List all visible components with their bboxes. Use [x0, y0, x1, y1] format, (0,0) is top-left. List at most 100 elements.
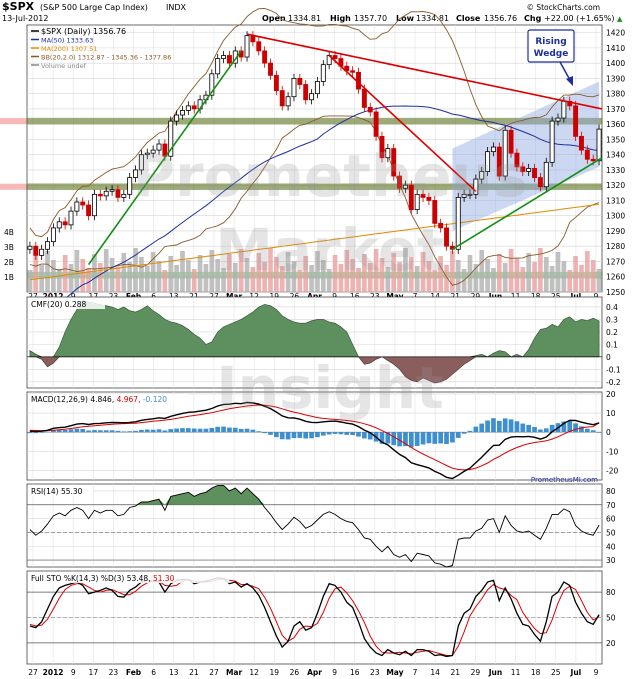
macd-histogram-bar [168, 429, 174, 433]
macd-histogram-bar [279, 432, 285, 440]
candle-body [385, 148, 391, 159]
volume-bar [180, 251, 185, 292]
cmf-tick-label: 0.3 [606, 315, 618, 324]
volume-bar [285, 252, 291, 292]
watermark-text: Prometheus [133, 142, 528, 210]
candle-body [491, 146, 496, 153]
volume-bar [420, 252, 426, 292]
price-x-tick-label: 9 [594, 292, 599, 301]
candle-body [532, 168, 537, 178]
candle-body [391, 148, 397, 177]
price-tick-label: 1300 [606, 212, 625, 221]
candle-body [584, 149, 590, 160]
cmf-tick-label: 0.1 [606, 340, 618, 349]
ma50-line [29, 105, 600, 319]
candle-body [291, 78, 297, 98]
sto-x-tick-label: 14 [430, 668, 440, 677]
volume-bar [45, 251, 50, 292]
volume-bar [350, 259, 355, 292]
candle-body [461, 193, 467, 198]
macd-histogram-bar [502, 418, 508, 433]
macd-histogram-bar [303, 432, 309, 439]
volume-bar [491, 268, 496, 292]
price-tick-label: 1370 [606, 105, 625, 114]
macd-histogram-bar [514, 421, 520, 433]
price-tick-label: 1280 [606, 242, 625, 251]
macd-histogram-bar [567, 421, 573, 433]
sto-x-tick-label: Mar [226, 668, 243, 677]
candle-body [467, 193, 473, 196]
volume-bar [450, 251, 455, 292]
macd-histogram-bar [332, 432, 338, 434]
sto-legend-value: 51.30 [153, 574, 175, 583]
macd-histogram-bar [590, 430, 596, 433]
watermark-text: Market [215, 216, 445, 284]
candle-body [121, 193, 127, 198]
macd-legend-value: 4.967, [117, 395, 143, 404]
candle-body [268, 62, 273, 76]
macd-histogram-bar [221, 426, 226, 433]
macd-histogram-bar [109, 430, 115, 433]
volume-bar [596, 269, 602, 292]
candle-body [256, 41, 262, 52]
volume-tick-label: 3B [4, 243, 14, 252]
candle-body [473, 178, 479, 195]
candle-body [508, 129, 514, 154]
macd-histogram-bar [596, 432, 602, 433]
macd-tick-label: -20 [606, 466, 618, 475]
volume-bar [121, 253, 127, 292]
price-legend: $SPX (Daily) 1356.76 [41, 27, 126, 36]
bb-lower-line [29, 115, 600, 286]
sto-x-tick-label: Jun [488, 668, 502, 677]
macd-histogram-bar [532, 427, 537, 433]
volume-bar [303, 256, 309, 292]
volume-bar [227, 254, 232, 292]
volume-bar [168, 256, 174, 292]
volume-tick-label: 2B [4, 258, 14, 267]
macd-histogram-bar [227, 427, 232, 433]
sto-x-tick-label: Feb [126, 668, 142, 677]
candle-body [273, 74, 279, 92]
macd-histogram-bar [285, 432, 291, 440]
candle-body [103, 190, 109, 197]
macd-histogram-bar [326, 432, 332, 435]
volume-bar [109, 258, 115, 292]
macd-histogram-bar [92, 430, 97, 433]
macd-tick-label: 0 [606, 428, 611, 437]
price-x-tick-label: 7 [413, 292, 418, 301]
macd-title: MACD(12,26,9) 4.846, 4.967, -0.120 [31, 395, 167, 404]
price-tick-label: 1380 [606, 90, 625, 99]
macd-histogram-bar [103, 430, 109, 433]
close-value: 1356.76 [484, 14, 517, 23]
candle-body [80, 201, 86, 206]
macd-legend-value: 4.846, [90, 395, 116, 404]
callout-arrow [559, 61, 571, 81]
macd-signal-line [29, 404, 600, 471]
macd-histogram-bar [250, 429, 256, 433]
macd-histogram-bar [51, 430, 56, 433]
macd-histogram-bar [485, 420, 490, 433]
macd-histogram-bar [432, 432, 438, 444]
price-x-tick-label: Apr [307, 292, 322, 301]
cmf-tick-label: 0.2 [606, 328, 618, 337]
candle-body [168, 120, 174, 157]
sto-x-tick-label: Apr [307, 668, 322, 677]
candle-body [33, 245, 39, 256]
price-x-tick-label: 21 [189, 292, 199, 301]
macd-histogram-bar [356, 432, 361, 437]
symbol-label: $SPX [2, 0, 35, 13]
volume-bar [279, 266, 285, 292]
candle-body [426, 197, 432, 201]
price-x-tick-label: 23 [370, 292, 380, 301]
candle-body [320, 64, 326, 82]
candle-body [567, 100, 573, 107]
macd-histogram-bar [467, 430, 473, 433]
sto-x-tick-label: Jul [570, 668, 582, 677]
volume-tick-label: 4B [4, 228, 14, 237]
volume-bar [403, 248, 408, 292]
volume-bar [579, 265, 584, 292]
volume-bar [584, 251, 590, 292]
macd-histogram-bar [197, 428, 203, 433]
volume-bar [297, 270, 303, 292]
rsi-tick-label: 80 [606, 487, 616, 496]
